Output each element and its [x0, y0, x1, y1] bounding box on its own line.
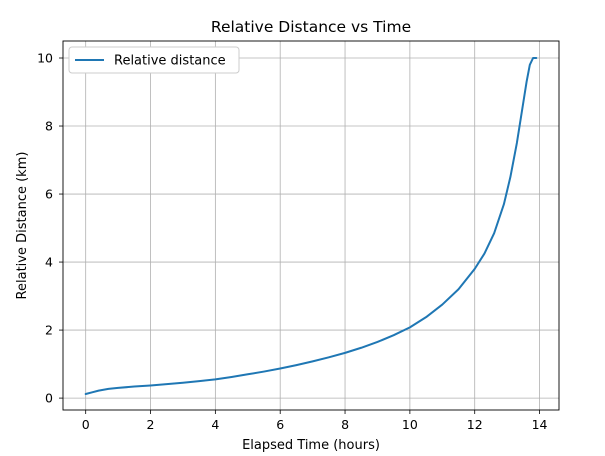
y-tick-label: 0	[45, 391, 53, 406]
chart-title: Relative Distance vs Time	[211, 18, 411, 36]
x-tick-label: 8	[341, 417, 349, 432]
plot-frame	[62, 40, 560, 411]
x-axis-label: Elapsed Time (hours)	[242, 438, 380, 453]
series-line-relative-distance	[84, 57, 538, 396]
grid	[63, 41, 559, 410]
x-tick-label: 6	[276, 417, 284, 432]
y-tick-label: 6	[45, 187, 53, 202]
y-tick-label: 4	[45, 255, 53, 270]
series-layer	[84, 57, 538, 396]
x-tick-label: 12	[467, 417, 483, 432]
x-tick-label: 14	[532, 417, 548, 432]
y-tick-label: 2	[45, 323, 53, 338]
x-tick-label: 10	[402, 417, 418, 432]
y-axis-label: Relative Distance (km)	[15, 152, 30, 300]
x-tick-label: 4	[211, 417, 219, 432]
y-tick-label: 10	[37, 51, 53, 66]
plot-area	[63, 41, 559, 410]
ticks: 0 2 4 6 8 10 12 14 0 2 4 6 8 10	[37, 51, 547, 432]
legend-label: Relative distance	[114, 54, 226, 69]
legend-box	[68, 46, 240, 74]
x-tick-label: 0	[82, 417, 90, 432]
legend: Relative distance	[68, 46, 240, 74]
x-tick-label: 2	[147, 417, 155, 432]
y-tick-label: 8	[45, 119, 53, 134]
